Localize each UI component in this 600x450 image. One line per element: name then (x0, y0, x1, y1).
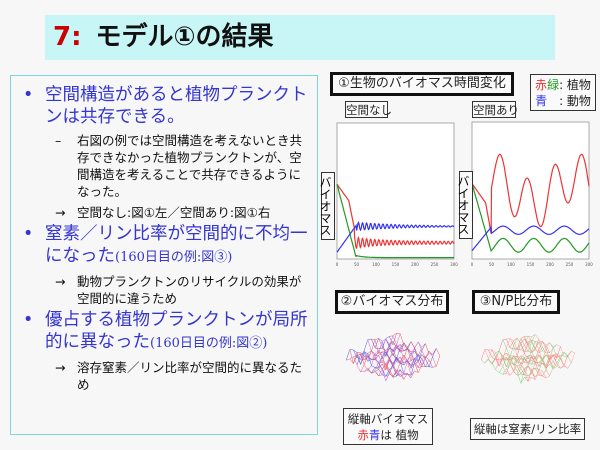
sub-bullet: → 動物プランクトンのリサイクルの効果が空間的に違うため (55, 273, 311, 307)
np-ratio-surface (513, 346, 561, 376)
biomass-surface (389, 348, 437, 378)
biomass-surface (364, 344, 412, 372)
x-tick-label: 300 (585, 262, 593, 267)
figure3-title: ③N/P比分布 (472, 290, 560, 314)
x-tick-label: 0 (471, 262, 474, 267)
plot-no-space (336, 122, 455, 260)
np-ratio-surface (498, 340, 547, 373)
bullet-list: • 空間構造があると植物プランクトンは共存できる。 – 右図の例では空間構造を考えな… (10, 75, 318, 435)
np-ratio-surface (488, 349, 536, 380)
slide-number: 7: (53, 22, 82, 52)
sub-text: 空間なし:図①左／空間あり:図①右 (77, 205, 271, 220)
biomass-surface (392, 355, 441, 380)
biomass-surface (349, 349, 397, 378)
np-ratio-surface (488, 334, 536, 365)
np-ratio-surface (481, 359, 528, 384)
slide-title-text: モデル①の結果 (95, 22, 274, 52)
figure2-caption: 縦軸バイオマス 赤青は 植物 (343, 408, 433, 445)
legend-animal: : 動物 (547, 94, 591, 108)
bullet-1: • 空間構造があると植物プランクトンは共存できる。 (23, 85, 308, 127)
biomass-surface (381, 353, 430, 377)
x-tick-label: 250 (566, 262, 574, 267)
sub-text: 溶存窒素／リン比率が空間的に異なるため (77, 360, 303, 392)
series-green (336, 184, 454, 259)
ylabel-right: バイオマス (456, 171, 473, 239)
bullet-note: (160日目の例:図③) (115, 250, 233, 265)
sub-bullet: → 空間なし:図①左／空間あり:図①右 (55, 204, 311, 221)
figure1-legend: 赤緑: 植物 青 : 動物 (530, 74, 596, 111)
np-ratio-surface (516, 353, 565, 377)
x-tick-label: 50 (489, 262, 495, 267)
biomass-surface (371, 341, 419, 374)
legend-plant: : 植物 (559, 78, 591, 92)
sub-bullet: → 溶存窒素／リン比率が空間的に異なるため (55, 359, 311, 393)
sub-text: 右図の例では空間構造を考えないとき共存できなかった植物プランクトンが、空間構造を… (77, 133, 303, 199)
bullet-3: • 優占する植物プランクトンが局所的に異なった(160日目の例:図②) (23, 310, 308, 352)
np-ratio-surface (520, 351, 568, 384)
biomass-surface (374, 338, 423, 369)
legend-blue: 青 (535, 94, 548, 108)
x-tick-label: 300 (450, 262, 458, 267)
series-blue (471, 225, 590, 252)
x-tick-label: 150 (392, 262, 400, 267)
np-ratio-surface (480, 336, 529, 361)
biomass-surface (360, 344, 408, 372)
ylabel-left: バイオマス (318, 172, 335, 240)
bullet-note: (160日目の例:図②) (150, 336, 268, 351)
bullet-text: 窒素／リン比率が空間的に不均一になった (45, 224, 308, 266)
series-red (471, 153, 590, 234)
caption-red: 赤 (357, 428, 369, 442)
np-ratio-surface (527, 352, 576, 381)
label-no-space: 空間なし (345, 101, 392, 118)
np-ratio-surface (506, 342, 554, 376)
sub-text: 動物プランクトンのリサイクルの効果が空間的に違うため (77, 274, 302, 306)
x-tick-label: 50 (354, 262, 360, 267)
legend-green: 緑 (547, 78, 560, 92)
series-red (336, 183, 455, 250)
slide-title: 7: モデル①の結果 (45, 15, 555, 60)
biomass-surface (349, 332, 397, 365)
np-ratio-surface (513, 338, 561, 370)
bullet-2: • 窒素／リン比率が空間的に不均一になった(160日目の例:図③) (23, 224, 308, 266)
np-ratio-surface (524, 351, 572, 383)
bullet-text: 空間構造があると植物プランクトンは共存できる。 (45, 85, 308, 127)
arrow-marker: → (55, 205, 66, 220)
arrow-marker: → (55, 274, 66, 289)
x-tick-label: 100 (372, 262, 380, 267)
dash-marker: – (55, 133, 62, 148)
figure1-title: ①生物のバイオマス時間変化 (330, 72, 514, 96)
biomass-surface (353, 349, 401, 377)
caption-blue: 青 (368, 428, 381, 442)
caption-line: 縦軸バイオマス (347, 412, 429, 426)
np-ratio-surface (517, 340, 565, 369)
x-tick-label: 250 (431, 262, 439, 267)
biomass-surface (346, 356, 394, 382)
x-tick-label: 200 (411, 262, 419, 267)
arrow-marker: → (55, 360, 66, 375)
biomass-surface (392, 332, 441, 357)
biomass-surface (378, 338, 426, 369)
x-tick-label: 0 (336, 262, 339, 267)
np-ratio-surface (509, 337, 557, 369)
series-blue (336, 220, 455, 253)
biomass-surface (385, 350, 433, 381)
figure3-caption: 縦軸は窒素/リン比率 (470, 418, 585, 440)
x-tick-label: 150 (527, 262, 535, 267)
x-tick-label: 200 (546, 262, 554, 267)
np-ratio-surface (484, 335, 532, 364)
caption-rest: は 植物 (380, 428, 419, 442)
figure2-title: ②バイオマス分布 (335, 290, 449, 314)
x-tick-label: 100 (507, 262, 515, 267)
legend-red: 赤 (535, 78, 548, 92)
bullet-text: 優占する植物プランクトンが局所的に異なった (45, 310, 308, 352)
plot-with-space (471, 121, 590, 260)
sub-bullet: – 右図の例では空間構造を考えないとき共存できなかった植物プランクトンが、空間構造… (55, 132, 311, 200)
np-ratio-surface (491, 350, 539, 377)
np-ratio-surface (498, 350, 547, 379)
series-green (471, 183, 590, 253)
label-with-space: 空間あり (472, 101, 519, 118)
biomass-surface (378, 343, 426, 377)
